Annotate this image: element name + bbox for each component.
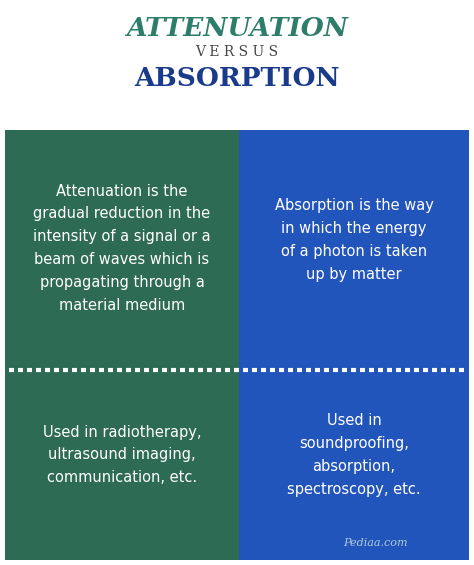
Text: Used in
soundproofing,
absorption,
spectroscopy, etc.: Used in soundproofing, absorption, spect… [287, 414, 421, 497]
Text: Used in radiotherapy,
ultrasound imaging,
communication, etc.: Used in radiotherapy, ultrasound imaging… [43, 425, 201, 485]
Bar [5, 370, 239, 560]
Text: Attenuation is the
gradual reduction in the
intensity of a signal or a
beam of w: Attenuation is the gradual reduction in … [33, 184, 211, 312]
Text: Pediaa.com: Pediaa.com [343, 538, 407, 548]
Text: ATTENUATION: ATTENUATION [126, 15, 348, 41]
Bar [239, 130, 469, 370]
Text: ABSORPTION: ABSORPTION [134, 66, 340, 90]
Text: V E R S U S: V E R S U S [195, 45, 279, 59]
Bar [5, 130, 239, 370]
Bar [239, 370, 469, 560]
Text: Absorption is the way
in which the energy
of a photon is taken
up by matter: Absorption is the way in which the energ… [274, 198, 433, 282]
